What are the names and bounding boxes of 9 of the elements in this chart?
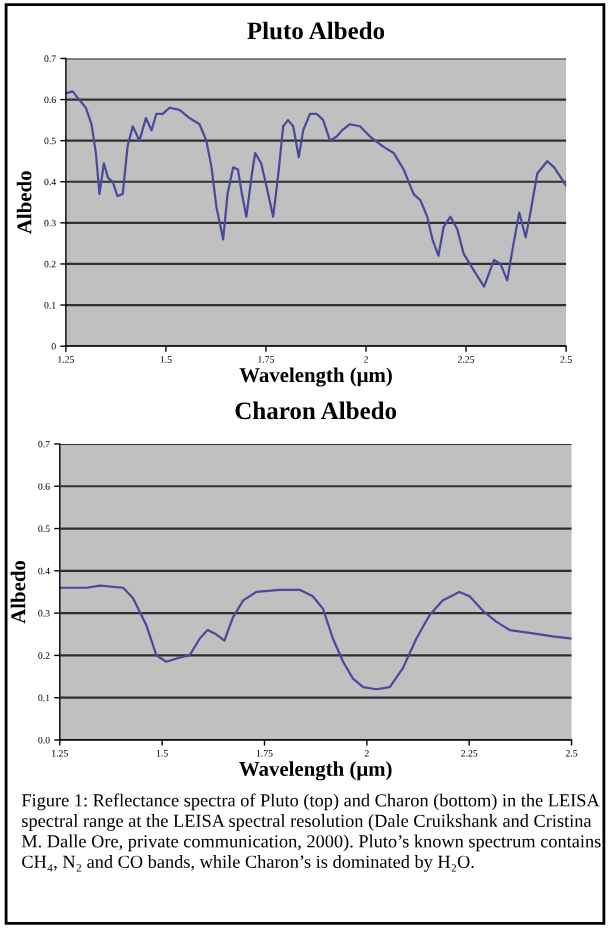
line-series	[65, 90, 567, 288]
chart-title: Charon Albedo	[235, 401, 397, 420]
x-axis-title: Wavelength (μm)	[239, 367, 392, 387]
chart-title: Pluto Albedo	[247, 21, 385, 40]
line-series	[59, 584, 572, 691]
y-axis-title: Albedo	[16, 171, 32, 234]
y-axis-title: Albedo	[10, 560, 26, 624]
caption: Figure 1: Reflectance spectra of Pluto (top) and Charon (bottom) in the LEISA spectral range at the LEISA spectral resolution (Dale Cruikshank and Cristina M. Dalle Ore, private communication, 2000). Pluto’s known spectrum contains CH₄, N₂ and CO bands, while Charon’s is dominated by H₂O.	[21, 793, 601, 872]
x-axis-title: Wavelength (μm)	[239, 761, 392, 781]
